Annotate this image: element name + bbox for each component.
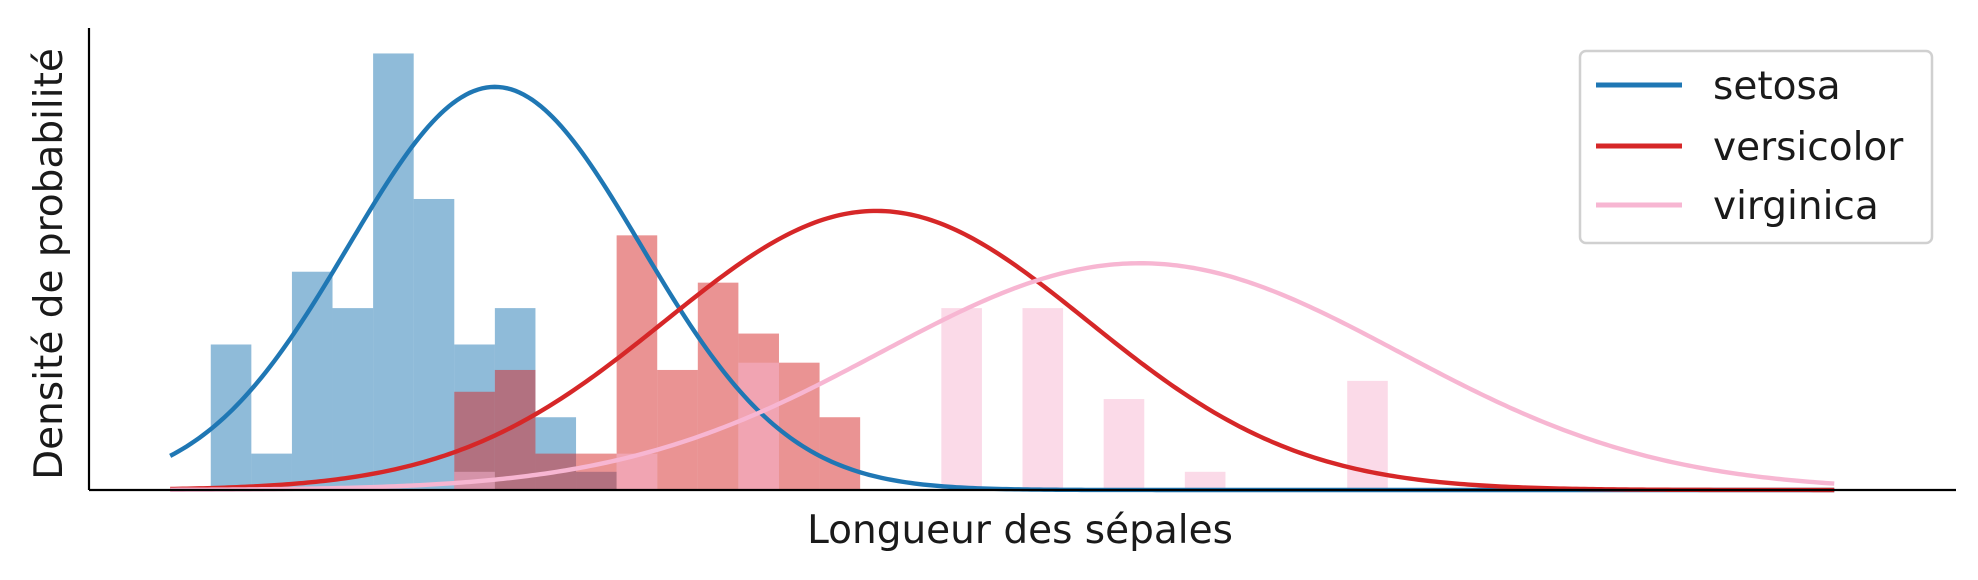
setosa-bar-3 [332,308,374,490]
x-axis-label: Longueur des sépales [807,508,1233,553]
versicolor-bar-9 [819,417,861,490]
virginica-bar-6 [1184,471,1226,490]
setosa-bar-0 [210,344,252,490]
setosa-bar-4 [373,53,414,491]
legend-label-virginica: virginica [1713,184,1879,229]
virginica-bar-5 [1103,399,1145,490]
versicolor-bar-1 [494,369,536,490]
versicolor-bar-6 [697,282,739,490]
versicolor-bar-8 [778,362,820,490]
versicolor-bar-4 [616,235,658,490]
legend-label-setosa: setosa [1713,64,1841,109]
setosa-bar-5 [413,198,455,491]
legend-label-versicolor: versicolor [1713,125,1904,170]
histogram-bars [210,53,1388,491]
y-axis-label: Densité de probabilité [27,48,72,480]
virginica-fit-line [170,261,1835,492]
legend-frame [1578,49,1934,245]
versicolor-bar-5 [657,369,698,490]
virginica-bar-3 [941,308,982,490]
versicolor-bar-3 [576,453,617,490]
versicolor-fit-line [170,208,1835,493]
legend: setosa versicolor virginica [1578,49,1934,245]
virginica-bar-4 [1022,308,1064,490]
